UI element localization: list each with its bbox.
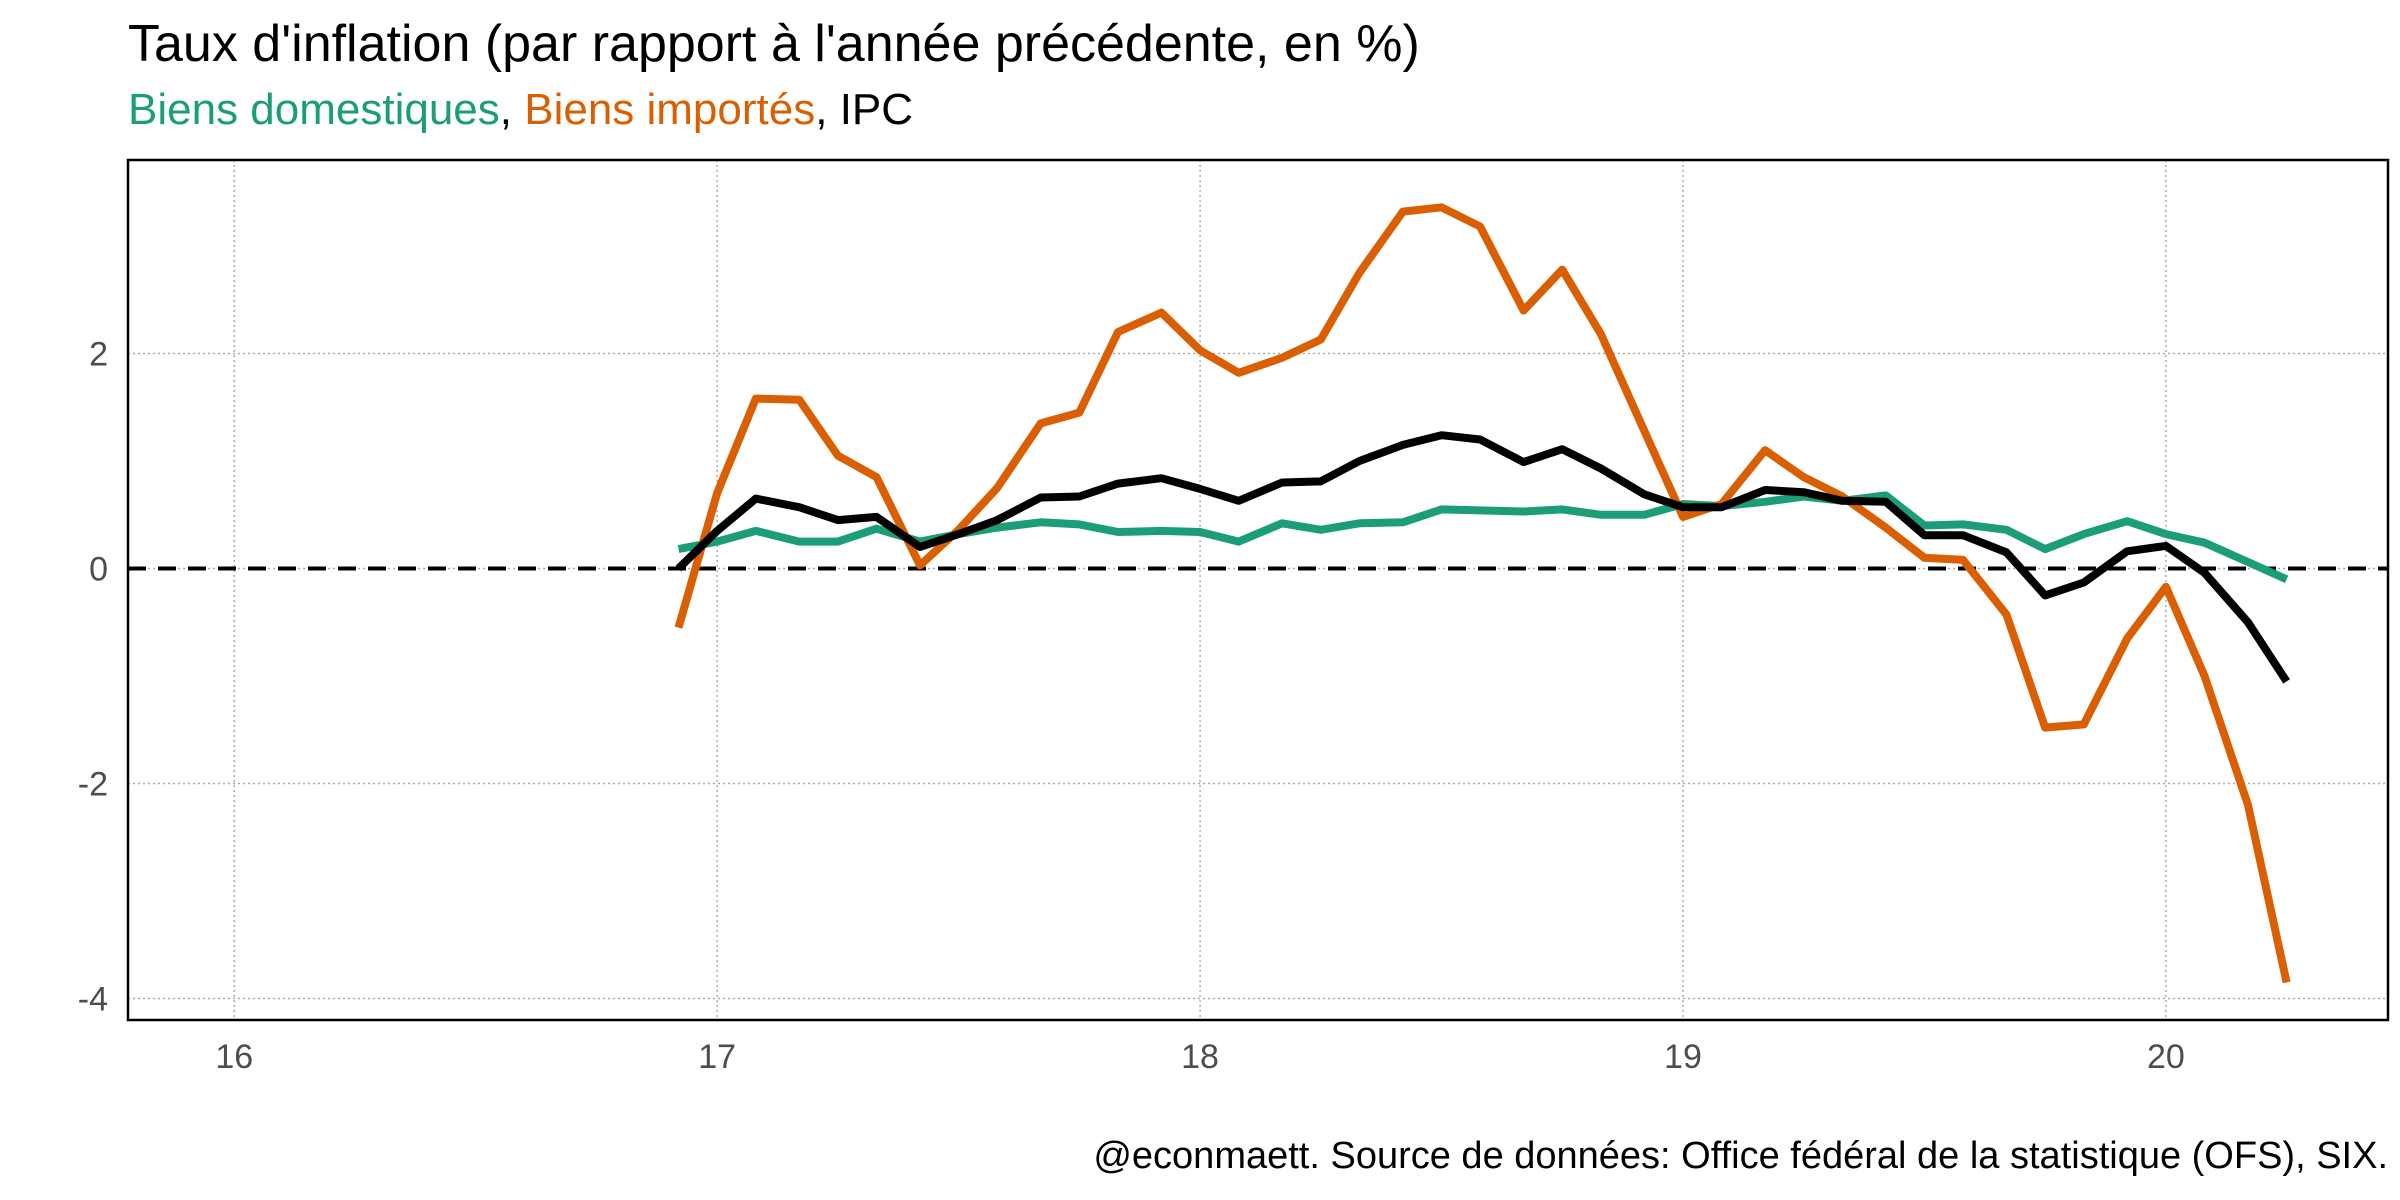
y-tick-label: 0 <box>89 551 108 589</box>
source-caption: @econmaett. Source de données: Office fé… <box>1093 1135 2388 1177</box>
y-axis-ticks: -4 -2 0 2 <box>78 336 108 1019</box>
series-lines <box>674 203 2291 984</box>
y-tick-label: -2 <box>78 766 108 804</box>
legend-separator: , <box>815 85 840 134</box>
x-tick-label: 20 <box>2147 1038 2185 1076</box>
y-tick-label: 2 <box>89 336 108 374</box>
chart-title: Taux d'inflation (par rapport à l'année … <box>128 15 1420 73</box>
legend-entry-imported: Biens importés <box>524 85 816 134</box>
series-line-cpi <box>675 431 2290 684</box>
x-tick-label: 18 <box>1181 1038 1219 1076</box>
x-axis-ticks: 16 17 18 19 20 <box>215 1038 2184 1076</box>
grid <box>128 160 2388 1020</box>
legend-entry-domestic: Biens domestiques <box>128 85 500 134</box>
plot-frame <box>126 158 2390 1022</box>
x-tick-label: 19 <box>1664 1038 1702 1076</box>
x-tick-label: 16 <box>215 1038 253 1076</box>
legend-separator: , <box>499 85 525 134</box>
y-tick-label: -4 <box>78 981 108 1019</box>
chart-legend-subtitle: Biens domestiques, Biens importés, IPC <box>128 82 913 138</box>
legend-entry-cpi: IPC <box>839 85 914 134</box>
x-tick-label: 17 <box>698 1038 736 1076</box>
